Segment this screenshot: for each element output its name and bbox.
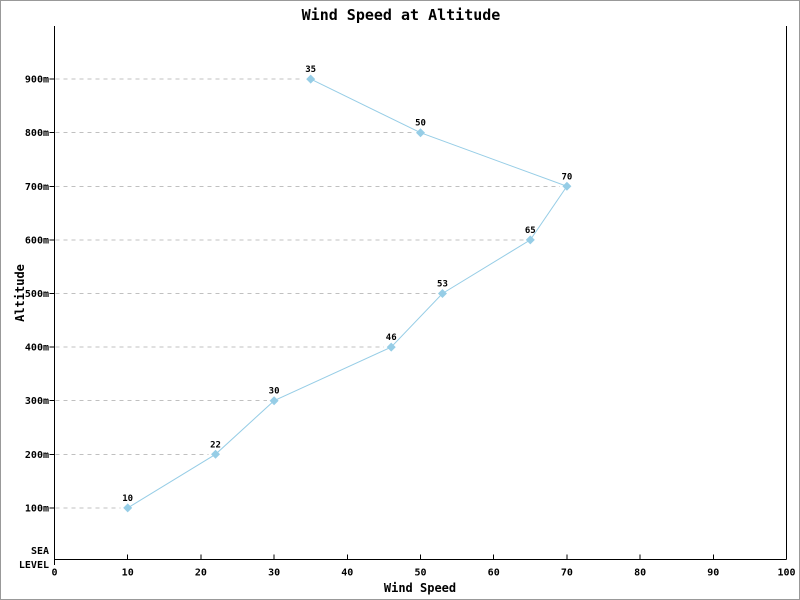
data-point-marker-900m (306, 74, 316, 84)
y-tick-label-300m: 300m (25, 396, 49, 407)
y-tick-label-400m: 400m (25, 343, 49, 354)
chart-title: Wind Speed at Altitude (301, 6, 501, 24)
data-point-marker-300m (269, 396, 279, 406)
data-point-label-400m: 46 (386, 333, 397, 343)
x-tick-label-20: 20 (195, 568, 207, 579)
data-point-marker-100m (123, 503, 133, 513)
data-point-label-800m: 50 (415, 119, 426, 129)
y-tick-label-800m: 800m (25, 128, 49, 139)
y-tick-label-sea-level-1: LEVEL (19, 560, 49, 571)
y-axis-title: Altitude (13, 264, 27, 322)
x-tick-label-70: 70 (561, 568, 573, 579)
data-point-marker-700m (562, 181, 572, 191)
data-point-label-700m: 70 (561, 172, 572, 182)
data-point-label-300m: 30 (269, 387, 280, 397)
x-tick-label-10: 10 (122, 568, 134, 579)
data-point-label-200m: 22 (210, 440, 221, 450)
y-tick-label-500m: 500m (25, 289, 49, 300)
y-tick-label-sea-level-0: SEA (31, 546, 49, 557)
data-point-label-100m: 10 (122, 494, 133, 504)
y-tick-label-600m: 600m (25, 235, 49, 246)
y-tick-label-900m: 900m (25, 75, 49, 86)
x-tick-label-80: 80 (634, 568, 646, 579)
y-tick-label-700m: 700m (25, 182, 49, 193)
x-axis-title: Wind Speed (383, 581, 457, 595)
data-point-marker-600m (525, 235, 535, 245)
x-tick-label-40: 40 (341, 568, 353, 579)
x-tick-label-30: 30 (268, 568, 280, 579)
data-point-marker-500m (437, 289, 447, 298)
data-point-label-900m: 35 (305, 65, 316, 75)
x-tick-label-100: 100 (777, 568, 795, 579)
data-point-label-500m: 53 (437, 280, 448, 290)
x-tick-label-60: 60 (488, 568, 500, 579)
data-point-marker-200m (211, 449, 221, 459)
y-tick-label-200m: 200m (25, 450, 49, 461)
y-tick-label-100m: 100m (25, 503, 49, 514)
x-tick-label-90: 90 (707, 568, 719, 579)
data-point-marker-800m (416, 128, 425, 138)
data-point-label-600m: 65 (525, 226, 536, 236)
x-tick-label-50: 50 (414, 568, 426, 579)
x-tick-label-0: 0 (51, 568, 57, 579)
data-point-marker-400m (386, 342, 396, 352)
